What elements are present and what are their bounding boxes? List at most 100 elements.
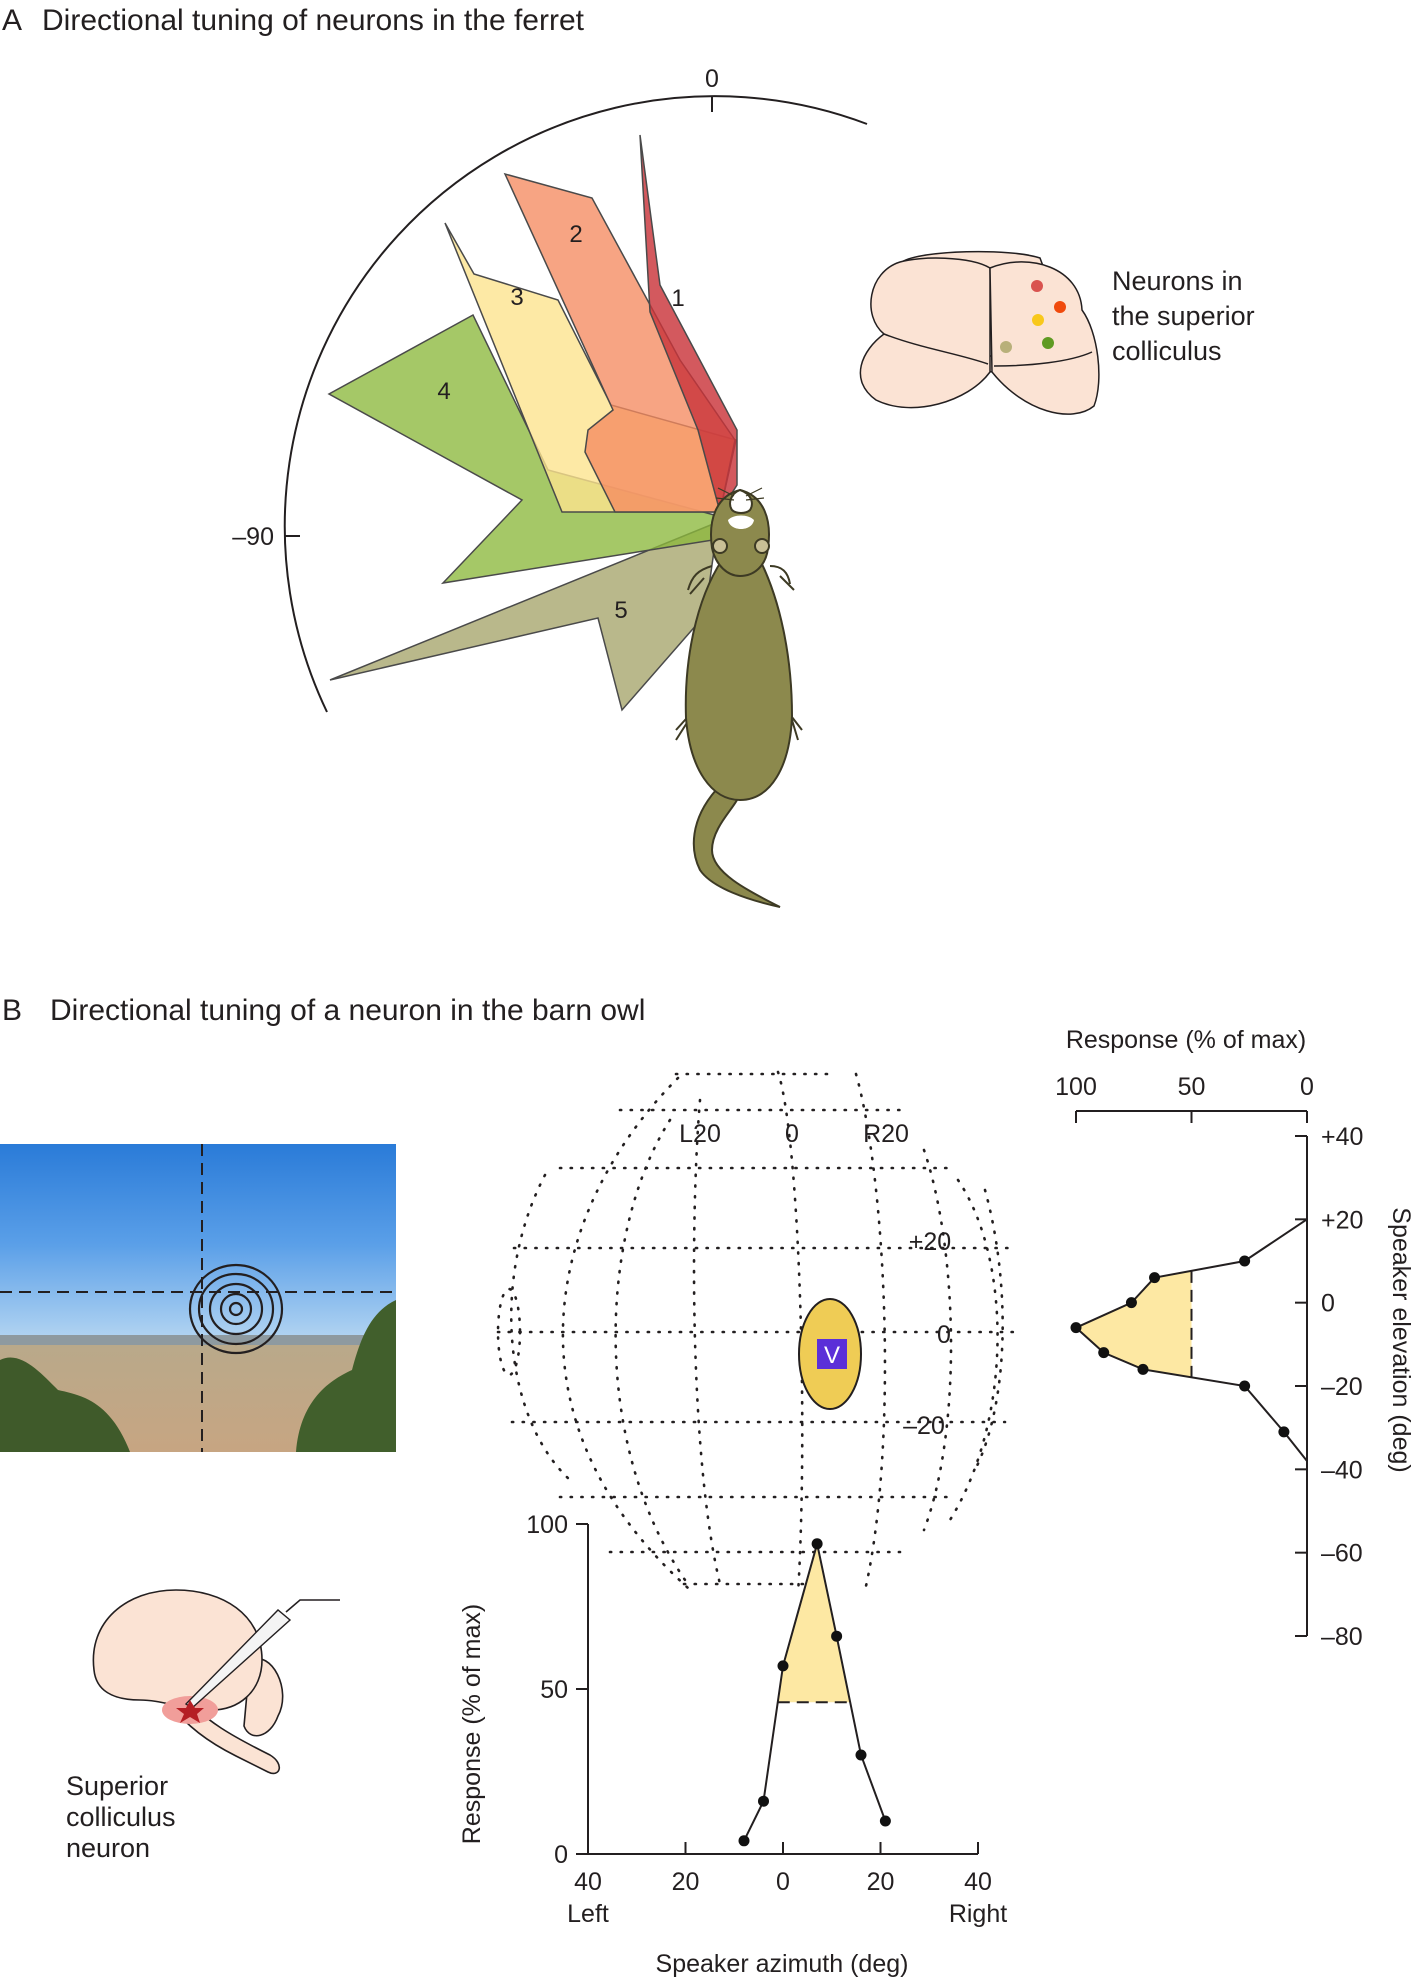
lobe-label-3: 3	[510, 284, 523, 311]
azimuth-fill	[777, 1543, 851, 1703]
neuron-dots	[1000, 280, 1066, 353]
ring-2	[197, 1272, 275, 1346]
ferret-face-mask	[728, 515, 754, 529]
ferret-leg-front-right	[769, 565, 795, 591]
photo-trees-right	[296, 1300, 396, 1452]
azimuth-x-tick-label-0: 40	[574, 1868, 602, 1896]
ferret-body	[684, 559, 794, 802]
elevation-x-tick-label-2: 0	[1300, 1073, 1314, 1101]
brain-lobe-right	[989, 261, 1100, 415]
elevation-x-ticks: 100 50 0	[1055, 1073, 1314, 1123]
inset-caption-line-3: colliculus	[1112, 336, 1222, 366]
elevation-y-tick-label-3: –20	[1321, 1373, 1363, 1401]
azimuth-x-tick-label-4: 40	[964, 1868, 992, 1896]
globe-lon-3	[692, 1098, 722, 1586]
elevation-y-tick-label-6: –80	[1321, 1623, 1363, 1651]
brain-caption-line-1: Superior	[66, 1771, 168, 1801]
globe-label-r20: R20	[863, 1120, 909, 1148]
azimuth-chart: 100 50 0 40 20 0 20 40 Left Right Speaker azim…	[458, 1511, 1007, 1978]
elevation-point-7	[1239, 1380, 1251, 1392]
ferret-head	[710, 488, 770, 578]
globe-label-plus20: +20	[909, 1228, 951, 1256]
globe-lon-5	[854, 1072, 887, 1588]
electrode-wire	[285, 1599, 340, 1613]
ferret-tail	[692, 788, 781, 908]
angle-tick-0: 0	[705, 65, 719, 93]
azimuth-y-label: Response (% of max)	[458, 1604, 486, 1844]
globe-lon-1	[561, 1076, 690, 1590]
ring-3	[208, 1282, 264, 1336]
globe-lon-2	[614, 1118, 687, 1582]
azimuth-y-tick-label-1: 50	[540, 1676, 568, 1704]
angle-tick-minus90: –90	[232, 523, 274, 551]
panel-b-letter: B	[2, 994, 22, 1027]
elevation-x-label: Response (% of max)	[1066, 1026, 1306, 1054]
globe-label-l20: L20	[679, 1120, 721, 1148]
azimuth-y-tick-label-0: 100	[526, 1511, 568, 1539]
panel-a: A Directional tuning of neurons in the f…	[2, 4, 1255, 908]
brain-inset	[859, 250, 1100, 415]
elevation-point-6	[1137, 1363, 1149, 1375]
ring-4	[219, 1292, 253, 1326]
azimuth-y-ticks: 100 50 0	[526, 1511, 588, 1869]
ferret-illustration	[675, 487, 803, 908]
elevation-point-1	[1239, 1255, 1251, 1267]
panel-b-title: Directional tuning of a neuron in the ba…	[50, 994, 645, 1027]
elevation-points	[1070, 1255, 1290, 1438]
tuning-lobes	[327, 134, 738, 712]
elevation-point-5	[1098, 1347, 1110, 1359]
globe-lon-7	[948, 1178, 999, 1522]
globe-label-minus20: –20	[903, 1412, 945, 1440]
globe-lon-4	[776, 1070, 804, 1596]
lobe-1	[639, 134, 738, 514]
ferret-ear-right	[754, 538, 770, 554]
neuron-dot-3	[1032, 314, 1044, 326]
visual-globe: V L20 0 R20 +20 0 –20	[496, 1070, 1020, 1596]
elevation-y-tick-label-0: +40	[1321, 1123, 1363, 1151]
lobe-label-5: 5	[614, 597, 627, 624]
elevation-curve	[1074, 1218, 1308, 1462]
panel-b: B Directional tuning of a neuron in the …	[0, 994, 1415, 1978]
landscape-photo	[0, 1144, 396, 1452]
lobe-label-2: 2	[569, 221, 582, 248]
elevation-x-tick-label-0: 100	[1055, 1073, 1097, 1101]
globe-label-0: 0	[785, 1120, 799, 1148]
azimuth-point-3	[811, 1538, 823, 1550]
azimuth-point-2	[777, 1660, 789, 1672]
brain-fissure	[883, 333, 1093, 367]
neuron-dot-4	[1042, 337, 1054, 349]
azimuth-x-tick-label-1: 20	[672, 1868, 700, 1896]
neuron-dot-5	[1000, 341, 1012, 353]
photo-sky	[0, 1144, 396, 1344]
globe-rim-left	[509, 1173, 572, 1482]
globe-rim-right	[973, 1188, 1004, 1472]
ring-1	[188, 1263, 284, 1355]
visual-field-marker	[817, 1339, 847, 1369]
owl-cerebrum	[92, 1589, 263, 1711]
lobe-labels: 1 2 3 4 5	[437, 221, 684, 624]
elevation-chart: 100 50 0 +40 +20 0 –20 –40 –60 –80 Response (% o…	[1055, 1026, 1415, 1651]
azimuth-x-end-right: Right	[949, 1900, 1007, 1928]
elevation-x-tick-label-1: 50	[1178, 1073, 1206, 1101]
receptive-field-rings	[188, 1263, 284, 1355]
azimuth-x-tick-label-3: 20	[867, 1868, 895, 1896]
azimuth-point-4	[831, 1630, 843, 1642]
ferret-whiskers	[715, 487, 765, 501]
azimuth-point-6	[879, 1815, 891, 1827]
panel-a-letter: A	[2, 4, 22, 37]
lobe-label-4: 4	[437, 378, 450, 405]
brain-lobe-left	[859, 257, 991, 409]
azimuth-point-0	[738, 1835, 750, 1847]
brain-caption-line-2: colliculus	[66, 1802, 176, 1832]
brain-caption-line-3: neuron	[66, 1833, 150, 1863]
azimuth-x-label: Speaker azimuth (deg)	[656, 1950, 909, 1978]
elevation-point-2	[1149, 1272, 1161, 1284]
globe-label-mid0: 0	[937, 1321, 951, 1349]
elevation-point-8	[1278, 1426, 1290, 1438]
globe-blind-spot	[496, 1287, 522, 1377]
inset-caption-line-1: Neurons in	[1112, 266, 1243, 296]
elevation-point-3	[1125, 1297, 1137, 1309]
globe-lon-6	[922, 1148, 953, 1532]
inset-caption: Neurons in the superior colliculus	[1112, 266, 1255, 366]
